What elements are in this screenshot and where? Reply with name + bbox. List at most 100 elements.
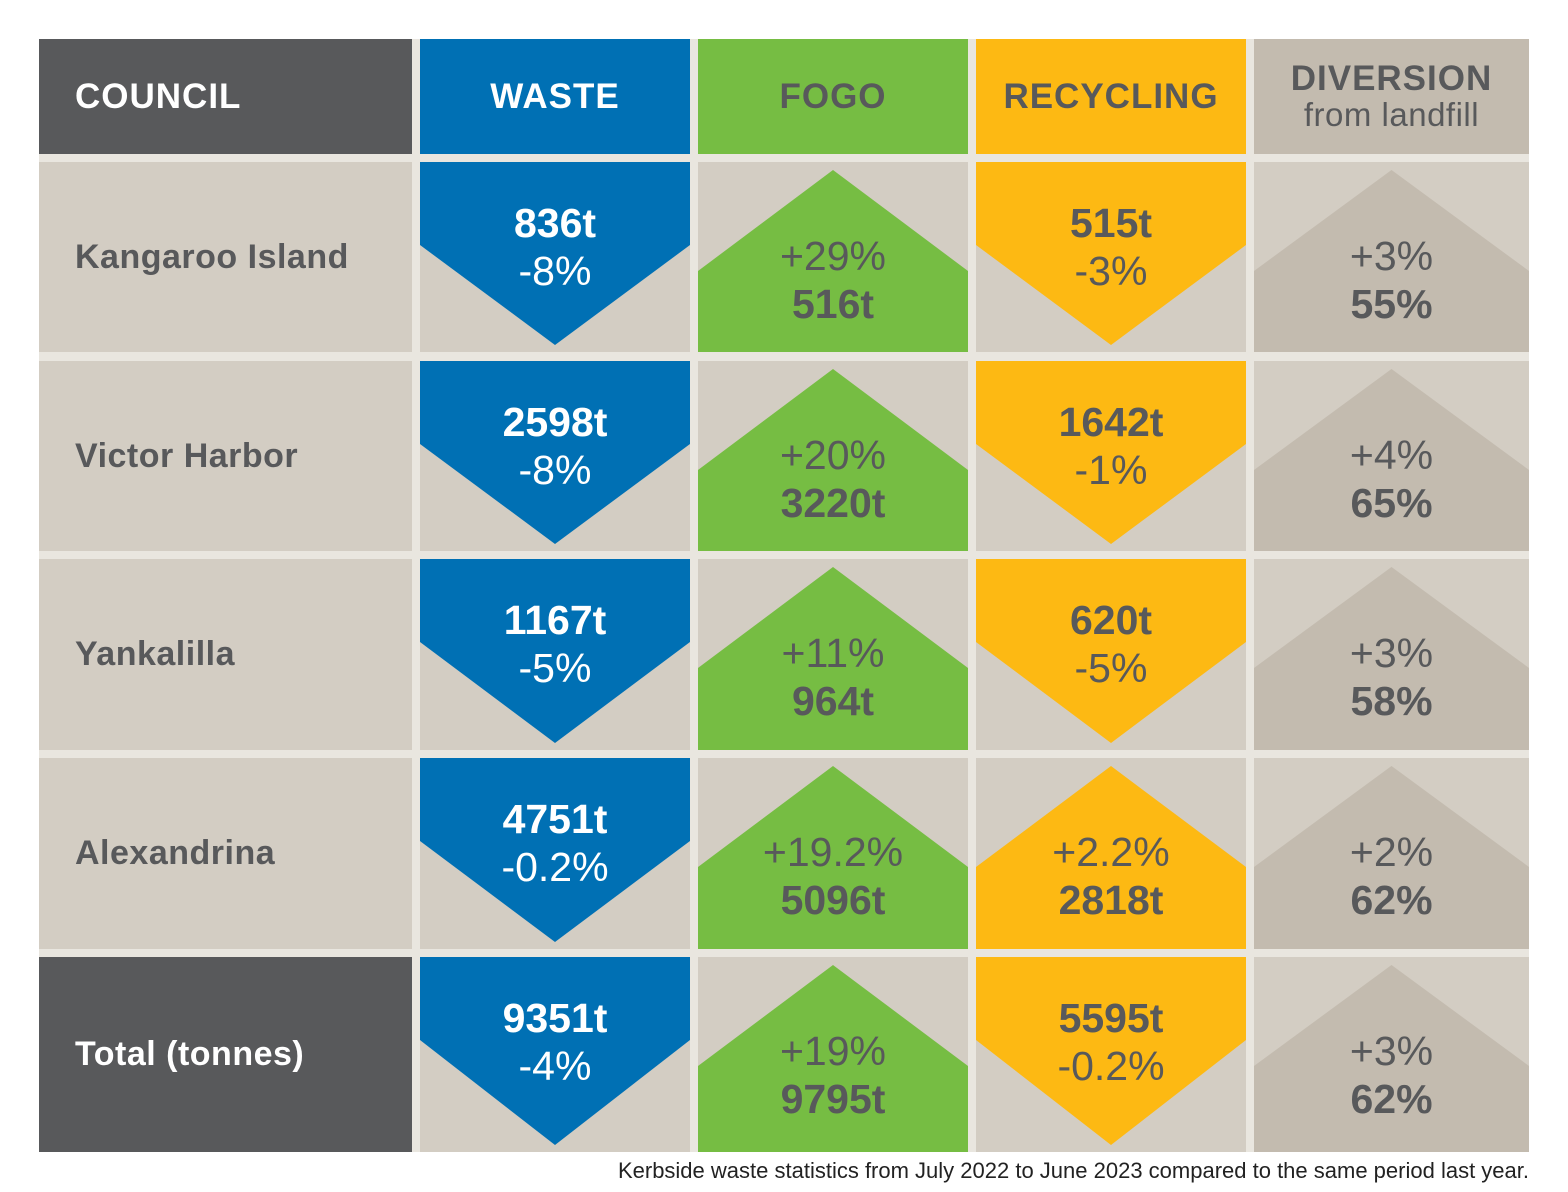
fogo-values: +19% 9795t: [698, 1027, 968, 1123]
diversion-values: +3% 62%: [1254, 1027, 1529, 1123]
fogo-tonnes: 3220t: [780, 480, 886, 526]
waste-values: 836t -8%: [420, 199, 690, 295]
council-name: Kangaroo Island: [39, 162, 412, 352]
up-arrow-icon: [1254, 965, 1529, 1152]
diversion-values: +2% 62%: [1254, 828, 1529, 924]
recycling-cell: 620t -5%: [976, 559, 1246, 750]
header-recycling: RECYCLING: [976, 39, 1246, 154]
header-diversion-label: DIVERSION: [1290, 58, 1493, 98]
up-arrow-icon: [698, 766, 968, 949]
recycling-change: -5%: [1074, 645, 1148, 691]
recycling-change: -1%: [1074, 447, 1148, 493]
down-arrow-icon: [976, 559, 1246, 743]
waste-values: 1167t -5%: [420, 596, 690, 692]
recycling-cell: 5595t -0.2%: [976, 957, 1246, 1152]
fogo-values: +29% 516t: [698, 232, 968, 328]
waste-change: -8%: [518, 447, 592, 493]
header-fogo: FOGO: [698, 39, 968, 154]
fogo-change: +29%: [779, 233, 886, 279]
up-arrow-icon: [698, 369, 968, 551]
waste-tonnes: 1167t: [503, 597, 607, 643]
waste-change: -5%: [518, 645, 592, 691]
waste-values: 4751t -0.2%: [420, 795, 690, 891]
diversion-rate: 62%: [1350, 877, 1433, 923]
down-arrow-icon: [976, 957, 1246, 1145]
fogo-cell: +11% 964t: [698, 559, 968, 750]
fogo-tonnes: 516t: [791, 281, 875, 327]
diversion-cell: +3% 58%: [1254, 559, 1529, 750]
recycling-values: 620t -5%: [976, 596, 1246, 692]
recycling-change: -0.2%: [1057, 1043, 1165, 1089]
waste-cell: 1167t -5%: [420, 559, 690, 750]
header-diversion: DIVERSION from landfill: [1254, 39, 1529, 154]
diversion-change: +3%: [1349, 1028, 1434, 1074]
fogo-cell: +19.2% 5096t: [698, 758, 968, 949]
fogo-tonnes: 5096t: [780, 877, 886, 923]
down-arrow-icon: [976, 361, 1246, 544]
fogo-values: +20% 3220t: [698, 431, 968, 527]
diversion-change: +2%: [1349, 829, 1434, 875]
recycling-values: 515t -3%: [976, 199, 1246, 295]
diversion-rate: 55%: [1350, 281, 1433, 327]
down-arrow-icon: [420, 758, 690, 942]
waste-cell: 2598t -8%: [420, 361, 690, 551]
waste-values: 9351t -4%: [420, 994, 690, 1090]
down-arrow-icon: [420, 162, 690, 345]
down-arrow-icon: [976, 162, 1246, 345]
fogo-tonnes: 9795t: [780, 1076, 886, 1122]
recycling-cell: 515t -3%: [976, 162, 1246, 352]
header-waste: WASTE: [420, 39, 690, 154]
caption: Kerbside waste statistics from July 2022…: [617, 1158, 1529, 1183]
recycling-tonnes: 5595t: [1058, 995, 1164, 1041]
council-name: Alexandrina: [39, 758, 412, 949]
header-fogo-label: FOGO: [779, 76, 887, 116]
diversion-cell: +3% 55%: [1254, 162, 1529, 352]
recycling-tonnes: 2818t: [1058, 877, 1164, 923]
fogo-cell: +20% 3220t: [698, 361, 968, 551]
diversion-cell: +2% 62%: [1254, 758, 1529, 949]
recycling-cell: +2.2% 2818t: [976, 758, 1246, 949]
waste-values: 2598t -8%: [420, 398, 690, 494]
waste-statistics-table: COUNCIL WASTE FOGO RECYCLING DIVERSION f…: [39, 39, 1529, 1152]
council-name: Victor Harbor: [39, 361, 412, 551]
recycling-values: 1642t -1%: [976, 398, 1246, 494]
waste-cell: 9351t -4%: [420, 957, 690, 1152]
diversion-cell: +4% 65%: [1254, 361, 1529, 551]
recycling-tonnes: 1642t: [1058, 399, 1164, 445]
waste-change: -8%: [518, 248, 592, 294]
diversion-rate: 62%: [1350, 1076, 1433, 1122]
up-arrow-icon: [976, 766, 1246, 949]
up-arrow-icon: [698, 170, 968, 352]
up-arrow-icon: [698, 965, 968, 1152]
diversion-cell: +3% 62%: [1254, 957, 1529, 1152]
fogo-values: +19.2% 5096t: [698, 828, 968, 924]
header-council: COUNCIL: [39, 39, 412, 154]
diversion-change: +3%: [1349, 233, 1434, 279]
up-arrow-icon: [1254, 369, 1529, 551]
down-arrow-icon: [420, 361, 690, 544]
header-diversion-sub: from landfill: [1303, 95, 1480, 133]
up-arrow-icon: [698, 567, 968, 750]
waste-tonnes: 9351t: [502, 995, 608, 1041]
fogo-cell: +19% 9795t: [698, 957, 968, 1152]
waste-tonnes: 836t: [513, 200, 597, 246]
recycling-tonnes: 515t: [1069, 200, 1153, 246]
diversion-rate: 58%: [1350, 678, 1433, 724]
fogo-tonnes: 964t: [791, 678, 875, 724]
recycling-change: -3%: [1074, 248, 1148, 294]
header-recycling-label: RECYCLING: [1003, 76, 1219, 116]
waste-cell: 836t -8%: [420, 162, 690, 352]
diversion-rate: 65%: [1350, 480, 1433, 526]
up-arrow-icon: [1254, 567, 1529, 750]
header-waste-label: WASTE: [490, 76, 620, 116]
fogo-change: +19%: [779, 1028, 886, 1074]
recycling-values: 5595t -0.2%: [976, 994, 1246, 1090]
fogo-change: +20%: [779, 432, 886, 478]
waste-change: -0.2%: [501, 844, 609, 890]
waste-cell: 4751t -0.2%: [420, 758, 690, 949]
diversion-values: +3% 55%: [1254, 232, 1529, 328]
recycling-tonnes: 620t: [1069, 597, 1153, 643]
recycling-change: +2.2%: [1052, 829, 1170, 875]
waste-tonnes: 4751t: [502, 796, 608, 842]
diversion-values: +4% 65%: [1254, 431, 1529, 527]
